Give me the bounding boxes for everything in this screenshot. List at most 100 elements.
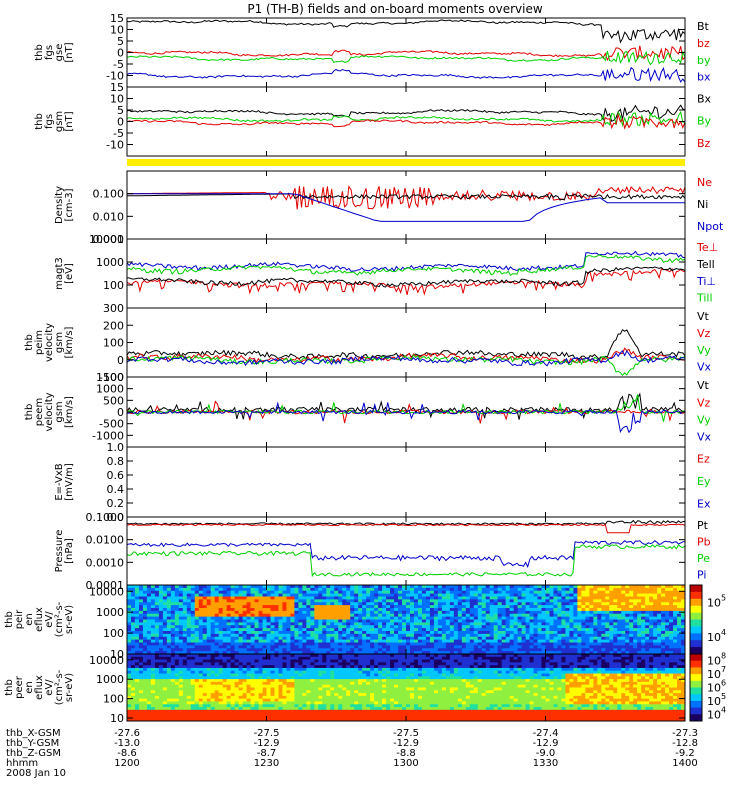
heatmap-cell — [382, 659, 387, 663]
heatmap-cell — [681, 670, 685, 675]
heatmap-cell — [390, 676, 395, 680]
heatmap-cell — [577, 673, 582, 677]
heatmap-cell — [621, 673, 626, 677]
heatmap-cell — [238, 619, 244, 623]
heatmap-cell — [565, 633, 570, 638]
heatmap-cell — [127, 619, 132, 623]
panel-frame — [126, 170, 686, 240]
heatmap-cell — [457, 656, 463, 661]
heatmap-cell — [445, 587, 451, 592]
heatmap-cell — [569, 659, 574, 663]
heatmap-cell — [406, 585, 411, 589]
heatmap-cell — [521, 673, 527, 677]
heatmap-cell — [310, 610, 315, 615]
heatmap-cell — [629, 659, 634, 663]
heatmap-cell — [146, 654, 152, 658]
heatmap-cell — [154, 605, 160, 609]
heatmap-cell — [629, 628, 634, 632]
heatmap-cell — [390, 673, 395, 677]
heatmap-cell — [513, 642, 519, 646]
heatmap-cell — [577, 628, 582, 632]
heatmap-cell — [669, 642, 674, 646]
heatmap-cell — [429, 656, 435, 661]
heatmap-cell — [657, 642, 662, 646]
heatmap-cell — [413, 654, 419, 658]
heatmap-cell — [445, 596, 451, 600]
heatmap-cell — [473, 636, 479, 641]
heatmap-cell — [565, 651, 570, 654]
heatmap-cell — [398, 631, 403, 635]
heatmap-cell — [322, 636, 327, 641]
heatmap-cell — [589, 610, 594, 615]
heatmap-cell — [278, 622, 283, 626]
heatmap-cell — [505, 656, 511, 661]
heatmap-cell — [665, 654, 670, 658]
heatmap-cell — [326, 622, 331, 626]
heatmap-cell — [390, 659, 395, 663]
heatmap-cell — [533, 622, 539, 626]
heatmap-cell — [358, 670, 363, 675]
heatmap-cell — [150, 645, 156, 649]
heatmap-cell — [481, 587, 487, 592]
heatmap-cell — [190, 656, 196, 661]
heatmap-cell — [182, 602, 188, 606]
heatmap-cell — [513, 625, 519, 629]
heatmap-cell — [166, 610, 172, 615]
heatmap-cell — [382, 608, 387, 612]
heatmap-cell — [370, 665, 375, 669]
heatmap-cell — [473, 590, 479, 595]
heatmap-cell — [645, 648, 650, 652]
heatmap-cell — [597, 596, 602, 600]
heatmap-cell — [214, 636, 220, 641]
heatmap-cell — [617, 662, 622, 666]
heatmap-cell — [190, 645, 196, 649]
heatmap-cell — [417, 599, 423, 603]
heatmap-cell — [537, 593, 543, 597]
heatmap-cell — [649, 665, 654, 669]
heatmap-cell — [577, 654, 582, 658]
heatmap-cell — [593, 628, 598, 632]
heatmap-cell — [477, 622, 483, 626]
heatmap-cell — [465, 636, 471, 641]
heatmap-cell — [681, 656, 685, 661]
heatmap-cell — [489, 596, 495, 600]
heatmap-cell — [417, 667, 423, 672]
heatmap-cell — [609, 665, 614, 669]
heatmap-cell — [573, 605, 578, 609]
heatmap-cell — [481, 610, 487, 615]
heatmap-cell — [581, 659, 586, 663]
series-line — [127, 110, 685, 128]
heatmap-cell — [677, 587, 682, 592]
heatmap-cell — [453, 633, 459, 638]
heatmap-cell — [481, 590, 487, 595]
heatmap-cell — [461, 662, 467, 666]
heatmap-cell — [525, 616, 531, 620]
heatmap-cell — [354, 631, 359, 635]
y-tick-label: 0.0010 — [86, 556, 125, 569]
heatmap-cell — [457, 613, 463, 618]
heatmap-cell — [138, 659, 144, 663]
heatmap-cell — [417, 645, 423, 649]
heatmap-cell — [134, 665, 140, 669]
heatmap-cell — [637, 636, 642, 641]
heatmap-cell — [242, 648, 248, 652]
heatmap-cell — [537, 628, 543, 632]
heatmap-cell — [238, 639, 244, 643]
heatmap-cell — [322, 639, 327, 643]
heatmap-cell — [127, 659, 132, 663]
heatmap-cell — [262, 673, 267, 677]
heatmap-cell — [362, 622, 367, 626]
heatmap-cell — [449, 596, 455, 600]
heatmap-cell — [497, 659, 503, 663]
heatmap-cell — [206, 602, 212, 606]
heatmap-cell — [509, 628, 515, 632]
heatmap-cell — [222, 659, 228, 663]
heatmap-cell — [437, 616, 443, 620]
heatmap-cell — [513, 619, 519, 623]
heatmap-cell — [493, 673, 499, 677]
heatmap-cell — [258, 673, 264, 677]
heatmap-cell — [130, 633, 136, 638]
heatmap-cell — [402, 636, 407, 641]
heatmap-cell — [182, 596, 188, 600]
heatmap-cell — [202, 654, 208, 658]
